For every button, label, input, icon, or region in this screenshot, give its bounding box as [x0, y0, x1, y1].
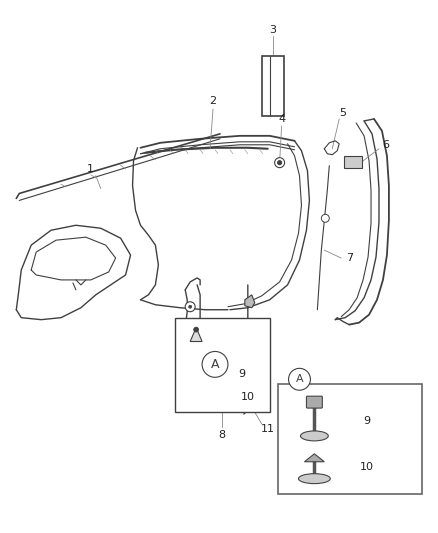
Text: 5: 5 — [339, 108, 346, 118]
Circle shape — [189, 305, 192, 308]
Text: 6: 6 — [382, 140, 389, 150]
Text: 4: 4 — [278, 114, 285, 124]
Circle shape — [194, 327, 198, 332]
Ellipse shape — [298, 474, 330, 483]
Text: 9: 9 — [238, 369, 245, 379]
Text: 9: 9 — [364, 416, 371, 426]
Circle shape — [321, 214, 329, 222]
Circle shape — [185, 302, 195, 312]
Text: 2: 2 — [209, 96, 217, 106]
Text: 11: 11 — [261, 424, 275, 434]
Circle shape — [202, 351, 228, 377]
Polygon shape — [304, 454, 324, 462]
Text: 3: 3 — [269, 25, 276, 35]
Text: A: A — [211, 358, 219, 371]
Text: 10: 10 — [360, 462, 374, 472]
Bar — [175, 318, 270, 412]
Ellipse shape — [300, 431, 328, 441]
Polygon shape — [190, 328, 202, 342]
Text: 8: 8 — [219, 430, 226, 440]
Circle shape — [289, 368, 311, 390]
Bar — [262, 56, 283, 116]
Text: 1: 1 — [87, 164, 94, 174]
FancyBboxPatch shape — [307, 396, 322, 408]
Circle shape — [275, 158, 285, 168]
Polygon shape — [245, 295, 255, 308]
Text: 10: 10 — [241, 392, 255, 402]
Circle shape — [278, 160, 282, 165]
Text: 7: 7 — [346, 253, 353, 263]
Bar — [278, 384, 422, 494]
Text: A: A — [296, 374, 303, 384]
Bar — [344, 156, 362, 168]
